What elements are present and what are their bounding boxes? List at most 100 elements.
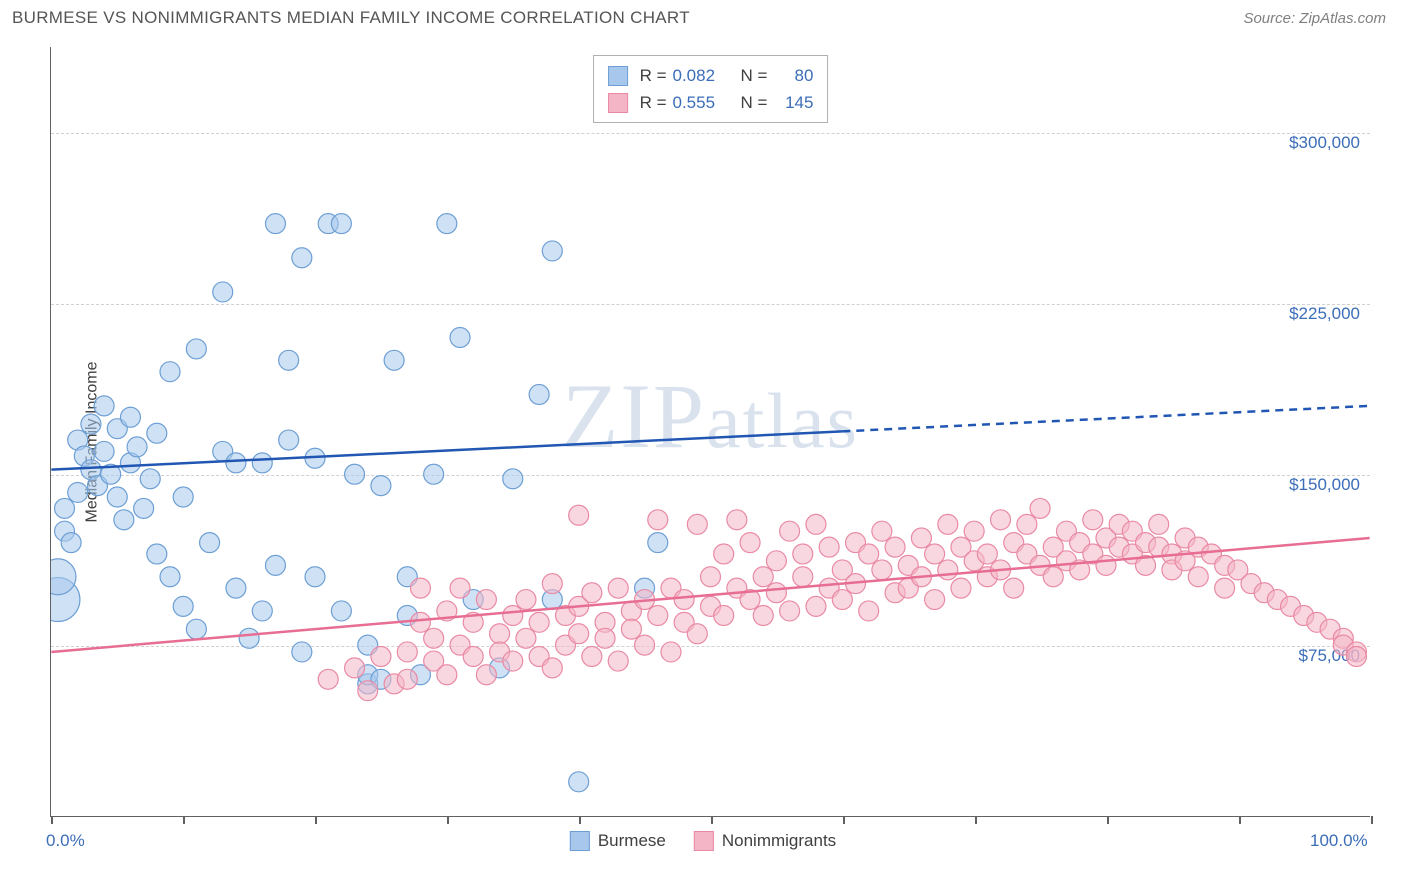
- scatter-point: [1043, 567, 1063, 587]
- scatter-point: [569, 505, 589, 525]
- scatter-point: [780, 521, 800, 541]
- legend-swatch: [570, 831, 590, 851]
- scatter-point: [140, 469, 160, 489]
- scatter-point: [911, 528, 931, 548]
- legend-stats-box: R =0.082N =80R =0.555N =145: [593, 55, 829, 123]
- scatter-point: [608, 651, 628, 671]
- x-tick: [579, 816, 581, 824]
- legend-label: Nonimmigrants: [722, 831, 836, 851]
- scatter-point: [542, 241, 562, 261]
- stat-n-value: 80: [773, 62, 813, 89]
- scatter-point: [120, 407, 140, 427]
- scatter-point: [127, 437, 147, 457]
- scatter-point: [1083, 510, 1103, 530]
- scatter-point: [714, 606, 734, 626]
- scatter-point: [226, 578, 246, 598]
- scatter-point: [542, 658, 562, 678]
- scatter-point: [239, 628, 259, 648]
- x-tick: [447, 816, 449, 824]
- stat-r-label: R =: [640, 62, 667, 89]
- scatter-point: [1017, 514, 1037, 534]
- stat-r-value: 0.082: [673, 62, 729, 89]
- scatter-point: [55, 498, 75, 518]
- scatter-point: [305, 567, 325, 587]
- scatter-point: [371, 476, 391, 496]
- scatter-point: [1004, 578, 1024, 598]
- chart-header: BURMESE VS NONIMMIGRANTS MEDIAN FAMILY I…: [0, 0, 1406, 32]
- scatter-point: [832, 590, 852, 610]
- stat-n-label: N =: [741, 89, 768, 116]
- scatter-point: [740, 533, 760, 553]
- scatter-point: [186, 619, 206, 639]
- scatter-point: [94, 441, 114, 461]
- scatter-point: [424, 464, 444, 484]
- scatter-point: [147, 423, 167, 443]
- scatter-point: [279, 350, 299, 370]
- scatter-point: [542, 574, 562, 594]
- scatter-point: [397, 642, 417, 662]
- scatter-point: [766, 551, 786, 571]
- trend-line: [51, 431, 842, 469]
- scatter-point: [252, 453, 272, 473]
- scatter-point: [977, 544, 997, 564]
- scatter-point: [437, 214, 457, 234]
- scatter-point: [766, 583, 786, 603]
- scatter-point: [727, 510, 747, 530]
- scatter-point: [68, 482, 88, 502]
- scatter-point: [1188, 567, 1208, 587]
- scatter-point: [450, 578, 470, 598]
- scatter-point: [687, 514, 707, 534]
- legend-item: Nonimmigrants: [694, 831, 836, 851]
- scatter-point: [648, 533, 668, 553]
- scatter-point: [160, 362, 180, 382]
- scatter-point: [331, 214, 351, 234]
- scatter-point: [648, 510, 668, 530]
- scatter-point: [872, 560, 892, 580]
- stat-n-label: N =: [741, 62, 768, 89]
- scatter-point: [463, 647, 483, 667]
- scatter-point: [529, 384, 549, 404]
- scatter-point: [503, 469, 523, 489]
- scatter-point: [780, 601, 800, 621]
- x-tick: [1371, 816, 1373, 824]
- scatter-point: [424, 628, 444, 648]
- x-tick: [711, 816, 713, 824]
- scatter-point: [687, 624, 707, 644]
- stat-r-value: 0.555: [673, 89, 729, 116]
- scatter-point: [859, 601, 879, 621]
- scatter-point: [753, 567, 773, 587]
- scatter-point: [503, 651, 523, 671]
- scatter-point: [925, 544, 945, 564]
- x-tick: [975, 816, 977, 824]
- scatter-point: [806, 596, 826, 616]
- legend-swatch: [608, 66, 628, 86]
- scatter-point: [1149, 514, 1169, 534]
- scatter-point: [529, 612, 549, 632]
- scatter-point: [885, 537, 905, 557]
- x-tick: [51, 816, 53, 824]
- scatter-point: [621, 619, 641, 639]
- stat-n-value: 145: [773, 89, 813, 116]
- scatter-point: [160, 567, 180, 587]
- scatter-point: [200, 533, 220, 553]
- scatter-point: [410, 578, 430, 598]
- scatter-point: [1215, 578, 1235, 598]
- scatter-point: [292, 642, 312, 662]
- scatter-point: [147, 544, 167, 564]
- scatter-point: [648, 606, 668, 626]
- scatter-point: [107, 487, 127, 507]
- trend-line-dashed: [842, 406, 1369, 432]
- scatter-point: [450, 328, 470, 348]
- scatter-point: [938, 514, 958, 534]
- scatter-point: [635, 635, 655, 655]
- scatter-point: [661, 642, 681, 662]
- scatter-point: [476, 590, 496, 610]
- scatter-point: [358, 681, 378, 701]
- x-tick: [843, 816, 845, 824]
- scatter-point: [991, 510, 1011, 530]
- scatter-point: [714, 544, 734, 564]
- scatter-point: [226, 453, 246, 473]
- scatter-point: [516, 590, 536, 610]
- scatter-point: [61, 533, 81, 553]
- scatter-point: [1030, 498, 1050, 518]
